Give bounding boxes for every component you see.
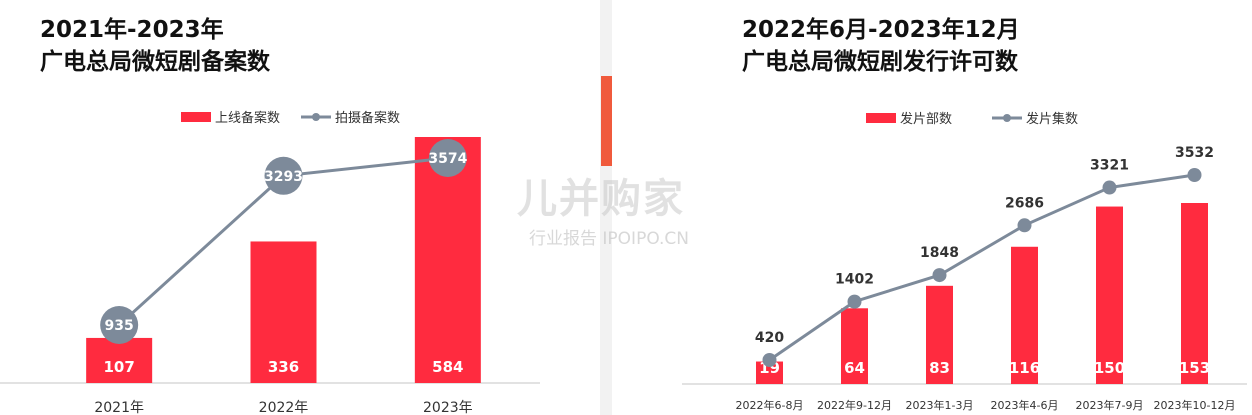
- bar-data-label: 116: [1009, 359, 1040, 377]
- bar: [756, 361, 783, 384]
- bar-data-label: 336: [268, 358, 299, 376]
- line-data-label: 3293: [264, 169, 303, 185]
- line-point: [932, 268, 947, 283]
- line-point: [847, 294, 862, 309]
- line-data-label: 420: [755, 330, 784, 346]
- legend-label-line: 拍摄备案数: [335, 110, 400, 126]
- bar-data-label: 584: [432, 358, 463, 376]
- legend-swatch-bar: [866, 113, 896, 123]
- x-tick-label: 2023年4-6月: [991, 398, 1059, 412]
- bar-data-label: 150: [1094, 359, 1125, 377]
- legend-swatch-bar: [181, 112, 211, 122]
- legend-label-bar: 发片部数: [900, 111, 952, 127]
- line-data-label: 1402: [835, 272, 874, 288]
- x-tick-label: 2023年1-3月: [906, 398, 974, 412]
- line-data-label: 3574: [428, 151, 467, 167]
- bar: [926, 285, 953, 384]
- legend-marker: [312, 113, 320, 121]
- bar: [414, 137, 481, 383]
- chart-panel-right: 2022年6月-2023年12月 广电总局微短剧发行许可数 发片部数 发片集数 19…: [612, 0, 1252, 415]
- bar-data-label: 64: [844, 359, 865, 377]
- x-tick-label: 2023年: [423, 400, 473, 415]
- bar-data-label: 153: [1179, 359, 1210, 377]
- line-data-label: 1848: [920, 245, 959, 261]
- chart-panel-left: 2021年-2023年 广电总局微短剧备案数 上线备案数 拍摄备案数 107 336 5…: [0, 0, 600, 415]
- chart-title-line1: 2021年-2023年: [40, 17, 224, 43]
- x-tick-label: 2022年: [259, 400, 309, 415]
- x-tick-label: 2021年: [94, 400, 144, 415]
- line-point: [1187, 168, 1202, 182]
- line-point: [1017, 218, 1032, 233]
- line-data-label: 2686: [1005, 195, 1044, 211]
- line-data-label: 3532: [1175, 145, 1214, 161]
- line-data-label: 935: [105, 318, 134, 334]
- bar: [250, 241, 317, 383]
- bar: [1011, 246, 1038, 384]
- x-tick-label: 2022年6-8月: [736, 398, 804, 412]
- legend-label-bar: 上线备案数: [215, 110, 280, 126]
- line-data-label: 3321: [1090, 158, 1129, 174]
- line-point: [1102, 180, 1117, 195]
- bar-data-label: 83: [929, 359, 950, 377]
- series-line: [768, 173, 1195, 362]
- bar: [1096, 206, 1123, 384]
- watermark-logo: 儿并购家: [517, 176, 685, 222]
- line-point: [428, 139, 467, 177]
- watermark-text: 行业报告 IPOIPO.CN: [529, 229, 689, 249]
- bar: [86, 337, 153, 383]
- x-tick-label: 2023年10-12月: [1154, 398, 1236, 412]
- x-tick-label: 2022年9-12月: [817, 398, 892, 412]
- line-point: [264, 156, 303, 195]
- line-point: [100, 306, 139, 344]
- line-point: [762, 353, 777, 367]
- chart-title-line2: 广电总局微短剧备案数: [40, 49, 270, 75]
- x-tick-label: 2023年7-9月: [1076, 398, 1144, 412]
- bar: [841, 308, 868, 384]
- bar: [1181, 203, 1208, 384]
- legend-marker: [1003, 114, 1011, 122]
- bar-data-label: 107: [104, 358, 135, 376]
- legend-label-line: 发片集数: [1026, 111, 1078, 127]
- chart-left: 上线备案数 拍摄备案数 107 336 584 2021年 2022年 2023年 935 329…: [0, 110, 540, 415]
- chart-title-line2: 广电总局微短剧发行许可数: [742, 49, 1018, 75]
- chart-title-line1: 2022年6月-2023年12月: [742, 17, 1020, 43]
- watermark: 儿并购家 行业报告 IPOIPO.CN: [517, 166, 747, 256]
